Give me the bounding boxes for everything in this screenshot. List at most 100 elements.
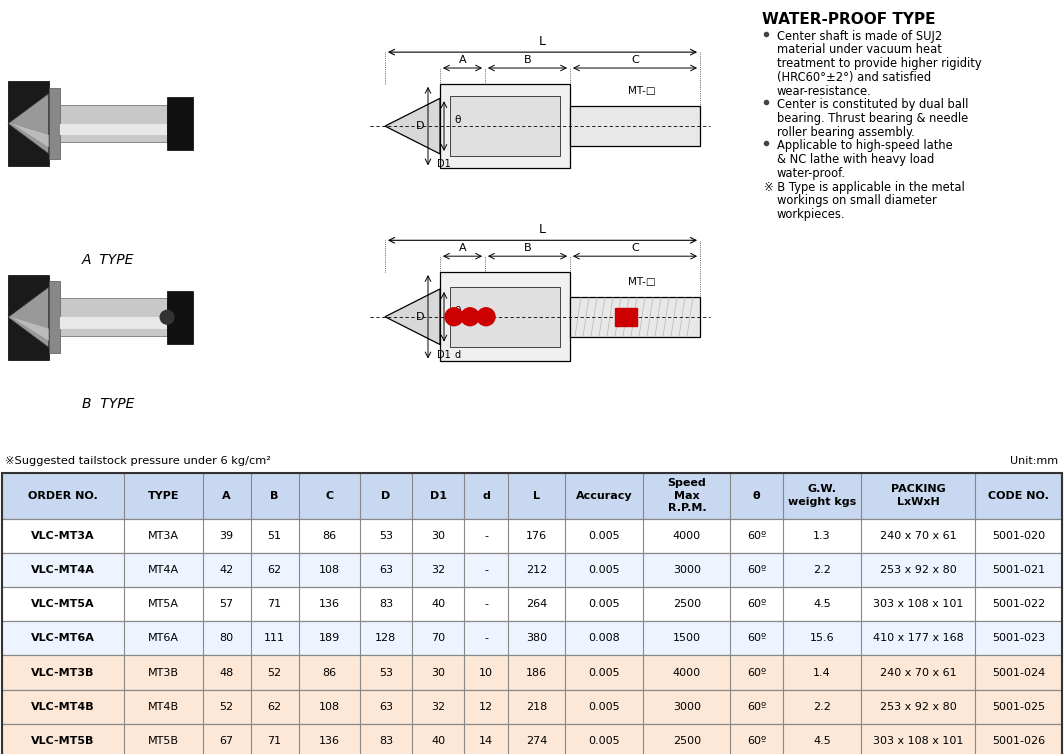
Polygon shape (9, 287, 49, 348)
Bar (60, 105, 167, 143)
Bar (2, 621, 1062, 655)
Bar (2, 587, 1062, 621)
Bar (450, 287, 560, 347)
Text: bearing. Thrust bearing & needle: bearing. Thrust bearing & needle (777, 112, 968, 125)
Text: 410 x 177 x 168: 410 x 177 x 168 (872, 633, 963, 643)
Text: 60º: 60º (747, 599, 766, 609)
Text: D1: D1 (430, 491, 447, 501)
Text: 52: 52 (267, 667, 282, 678)
Text: Center shaft is made of SUJ2: Center shaft is made of SUJ2 (777, 30, 943, 43)
Text: MT-□: MT-□ (628, 86, 655, 97)
Text: 48: 48 (219, 667, 234, 678)
Text: TYPE: TYPE (148, 491, 179, 501)
Text: 176: 176 (526, 531, 547, 541)
Bar (450, 97, 560, 156)
Text: B: B (523, 55, 531, 65)
Text: 60º: 60º (747, 736, 766, 746)
Text: 5001-025: 5001-025 (992, 702, 1045, 712)
Text: 60º: 60º (747, 531, 766, 541)
Text: 32: 32 (431, 565, 445, 575)
Text: 67: 67 (219, 736, 234, 746)
Text: 51: 51 (268, 531, 282, 541)
Text: 253 x 92 x 80: 253 x 92 x 80 (880, 702, 957, 712)
Text: 86: 86 (322, 531, 336, 541)
Text: A: A (459, 55, 466, 65)
Text: 4000: 4000 (672, 667, 701, 678)
Text: 189: 189 (318, 633, 339, 643)
Text: VLC-MT4A: VLC-MT4A (31, 565, 95, 575)
Text: B  TYPE: B TYPE (82, 397, 134, 411)
Text: WATER-PROOF TYPE: WATER-PROOF TYPE (762, 12, 935, 27)
Text: L: L (539, 223, 546, 236)
Text: θ: θ (753, 491, 761, 501)
Text: 30: 30 (431, 531, 445, 541)
Text: 40: 40 (431, 736, 445, 746)
Text: 136: 136 (318, 599, 339, 609)
Text: 83: 83 (379, 599, 393, 609)
Text: 5001-021: 5001-021 (992, 565, 1045, 575)
Bar (49, 281, 60, 353)
Text: 5001-023: 5001-023 (992, 633, 1045, 643)
Bar (167, 97, 193, 150)
Text: CODE NO.: CODE NO. (988, 491, 1049, 501)
Circle shape (160, 310, 174, 325)
Text: 136: 136 (318, 736, 339, 746)
Polygon shape (385, 98, 440, 154)
Polygon shape (12, 124, 49, 147)
Text: 108: 108 (318, 565, 339, 575)
Text: d: d (455, 350, 461, 360)
Text: & NC lathe with heavy load: & NC lathe with heavy load (777, 153, 934, 166)
Text: wear-resistance.: wear-resistance. (777, 84, 871, 97)
Bar (60, 299, 167, 336)
Text: B: B (270, 491, 279, 501)
Text: 264: 264 (526, 599, 547, 609)
Text: treatment to provide higher rigidity: treatment to provide higher rigidity (777, 57, 982, 70)
Bar (2, 553, 1062, 587)
Text: θ: θ (454, 306, 462, 316)
Text: 4.5: 4.5 (813, 599, 831, 609)
Bar (60, 124, 167, 135)
Text: 111: 111 (264, 633, 285, 643)
Text: D1: D1 (437, 350, 451, 360)
Polygon shape (9, 93, 49, 154)
Text: (HRC60°±2°) and satisfied: (HRC60°±2°) and satisfied (777, 71, 931, 84)
Text: C: C (631, 244, 638, 253)
Text: 12: 12 (479, 702, 494, 712)
Text: MT4B: MT4B (148, 702, 179, 712)
Text: 274: 274 (526, 736, 547, 746)
Text: 52: 52 (219, 702, 234, 712)
Text: 42: 42 (219, 565, 234, 575)
Text: MT3A: MT3A (148, 531, 179, 541)
Text: 0.008: 0.008 (588, 633, 620, 643)
Text: 1.4: 1.4 (813, 667, 831, 678)
Text: -: - (484, 531, 488, 541)
Text: 0.005: 0.005 (588, 565, 620, 575)
Bar (615, 308, 637, 326)
Circle shape (461, 308, 479, 326)
Text: B: B (523, 244, 531, 253)
Text: 60º: 60º (747, 565, 766, 575)
Text: d: d (482, 491, 491, 501)
Text: VLC-MT3A: VLC-MT3A (31, 531, 95, 541)
Circle shape (445, 308, 463, 326)
Text: G.W.
weight kgs: G.W. weight kgs (788, 484, 857, 507)
Text: VLC-MT3B: VLC-MT3B (31, 667, 95, 678)
Text: 186: 186 (526, 667, 547, 678)
Text: ※ B Type is applicable in the metal: ※ B Type is applicable in the metal (764, 180, 965, 194)
Text: 14: 14 (479, 736, 494, 746)
Text: 240 x 70 x 61: 240 x 70 x 61 (880, 531, 957, 541)
Text: 2500: 2500 (672, 599, 701, 609)
Text: 63: 63 (379, 702, 393, 712)
Polygon shape (12, 317, 49, 341)
Text: 253 x 92 x 80: 253 x 92 x 80 (880, 565, 957, 575)
Text: -: - (484, 599, 488, 609)
Text: 1500: 1500 (672, 633, 701, 643)
Text: roller bearing assembly.: roller bearing assembly. (777, 126, 915, 139)
Text: 212: 212 (526, 565, 547, 575)
Text: 240 x 70 x 61: 240 x 70 x 61 (880, 667, 957, 678)
Text: -: - (484, 565, 488, 575)
Text: 1.3: 1.3 (813, 531, 831, 541)
Text: 2500: 2500 (672, 736, 701, 746)
Text: 80: 80 (219, 633, 234, 643)
Text: 60º: 60º (747, 633, 766, 643)
